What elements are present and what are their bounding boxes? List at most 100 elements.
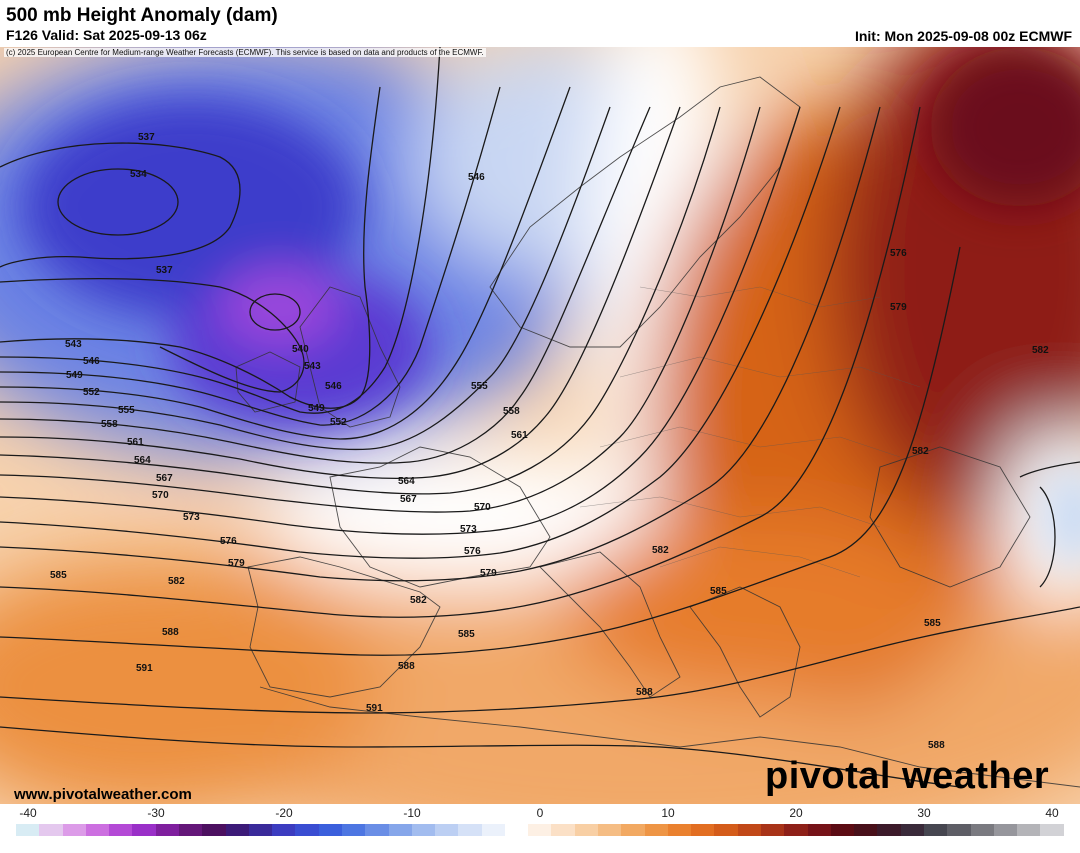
- colorbar-tick-label: 40: [1045, 806, 1059, 820]
- colorbar-swatch: [1017, 824, 1041, 836]
- contour-label: 573: [460, 524, 477, 535]
- map-title: 500 mb Height Anomaly (dam): [6, 5, 278, 26]
- contour-label: 546: [468, 172, 485, 183]
- contour-label: 552: [330, 417, 347, 428]
- contour-label: 558: [503, 406, 520, 417]
- contour-label: 573: [183, 512, 200, 523]
- contour-label: 546: [325, 381, 342, 392]
- colorbar-swatch: [644, 824, 668, 836]
- colorbar-swatch: [970, 824, 994, 836]
- colorbar-swatch: [411, 824, 436, 836]
- contour-label: 567: [400, 494, 417, 505]
- colorbar-swatch: [62, 824, 86, 836]
- colorbar-swatch: [947, 824, 971, 836]
- colorbar-swatch: [900, 824, 924, 836]
- colorbar-swatch: [807, 824, 831, 836]
- contour-label: 585: [924, 618, 941, 629]
- colorbar-swatch: [598, 824, 622, 836]
- colorbar-swatch: [481, 824, 505, 836]
- contour-label: 540: [292, 344, 309, 355]
- contour-label: 588: [398, 661, 415, 672]
- contour-label: 585: [458, 629, 475, 640]
- contour-label: 567: [156, 473, 173, 484]
- colorbar-swatch: [132, 824, 156, 836]
- contour-label: 582: [912, 446, 929, 457]
- contour-label: 555: [471, 381, 488, 392]
- contour-label: 564: [398, 476, 415, 487]
- init-time: Init: Mon 2025-09-08 00z ECMWF: [854, 28, 1072, 44]
- contour-labels: 537 534 537 540 543 546 549 552 555 558 …: [50, 132, 1049, 751]
- copyright-notice: (c) 2025 European Centre for Medium-rang…: [4, 48, 486, 57]
- contour-label: 537: [156, 265, 173, 276]
- colorbar-swatch: [16, 824, 40, 836]
- contour-label: 561: [127, 437, 144, 448]
- colorbar-swatch: [691, 824, 715, 836]
- colorbar-swatch: [714, 824, 738, 836]
- colorbar-swatch: [341, 824, 366, 836]
- colorbar-swatch: [854, 824, 878, 836]
- colorbar-swatch: [435, 824, 459, 836]
- site-url[interactable]: www.pivotalweather.com: [14, 786, 192, 803]
- colorbar-swatch: [225, 824, 249, 836]
- colorbar-swatch: [574, 824, 599, 836]
- colorbar-swatch: [737, 824, 761, 836]
- colorbar-swatch: [85, 824, 110, 836]
- contour-label: 588: [162, 627, 179, 638]
- colorbar-tick-label: -30: [147, 806, 165, 820]
- contour-label: 582: [1032, 345, 1049, 356]
- contour-label: 570: [474, 502, 491, 513]
- colorbar-swatch: [784, 824, 808, 836]
- header: 500 mb Height Anomaly (dam) F126 Valid: …: [0, 0, 1080, 47]
- colorbar-swatch: [39, 824, 63, 836]
- contour-label: 558: [101, 419, 118, 430]
- colorbar-swatch: [458, 824, 482, 836]
- coastlines: [235, 76, 1080, 788]
- colorbar-swatch: [667, 824, 692, 836]
- colorbar-swatch: [551, 824, 575, 836]
- colorbar-swatch: [365, 824, 389, 836]
- contour-label: 552: [83, 387, 100, 398]
- contour-label: 543: [304, 361, 321, 372]
- contour-label: 564: [134, 455, 151, 466]
- colorbar-swatch: [993, 824, 1018, 836]
- height-contours: [0, 47, 1080, 788]
- contour-label: 579: [890, 302, 907, 313]
- colorbar-swatch: [923, 824, 948, 836]
- colorbar-swatch: [504, 824, 529, 836]
- brand-logo: pivotal weather: [765, 755, 1050, 797]
- colorbar-tick-label: 10: [661, 806, 675, 820]
- colorbar-swatch: [388, 824, 412, 836]
- contour-label: 543: [65, 339, 82, 350]
- contour-label: 582: [410, 595, 427, 606]
- contour-label: 555: [118, 405, 135, 416]
- colorbar-swatch: [1040, 824, 1064, 836]
- contour-label: 576: [464, 546, 481, 557]
- colorbar-tick-label: -20: [275, 806, 293, 820]
- contour-label: 591: [366, 703, 383, 714]
- colorbar-swatch: [109, 824, 133, 836]
- colorbar-swatch: [272, 824, 296, 836]
- contour-label: 534: [130, 169, 147, 180]
- colorbar-scale: [16, 824, 1064, 836]
- valid-time: F126 Valid: Sat 2025-09-13 06z: [6, 27, 207, 43]
- contour-label: 582: [652, 545, 669, 556]
- anomaly-map: 537 534 537 540 543 546 549 552 555 558 …: [0, 47, 1080, 807]
- contour-label: 579: [480, 568, 497, 579]
- colorbar: -40 -30 -20 -10 0 10 20 30 40: [0, 804, 1080, 853]
- contour-label: 591: [136, 663, 153, 674]
- contour-label: 570: [152, 490, 169, 501]
- colorbar-swatch: [830, 824, 855, 836]
- contour-label: 549: [308, 403, 325, 414]
- contour-label: 576: [890, 248, 907, 259]
- colorbar-swatch: [155, 824, 179, 836]
- colorbar-swatch: [248, 824, 273, 836]
- contour-label: 582: [168, 576, 185, 587]
- colorbar-ticks: -40 -30 -20 -10 0 10 20 30 40: [0, 804, 1080, 822]
- contour-label: 576: [220, 536, 237, 547]
- colorbar-tick-label: 0: [536, 806, 544, 820]
- colorbar-tick-label: -10: [403, 806, 421, 820]
- colorbar-swatch: [295, 824, 319, 836]
- contour-label: 588: [636, 687, 653, 698]
- colorbar-swatch: [202, 824, 226, 836]
- colorbar-swatch: [528, 824, 552, 836]
